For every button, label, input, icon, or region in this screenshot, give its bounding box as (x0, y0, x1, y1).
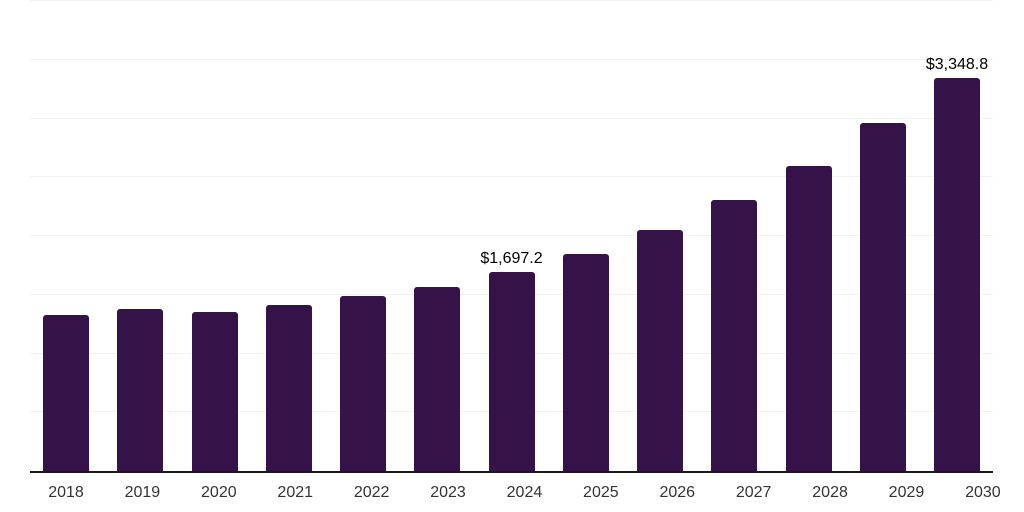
bar-2024 (488, 271, 535, 471)
bar-column-2022 (340, 1, 386, 471)
bar-2022 (340, 296, 386, 471)
bar-column-2024: $1,697.2 (480, 1, 543, 471)
x-tick-label-2029: 2029 (888, 484, 925, 501)
bar-2028 (785, 165, 832, 471)
x-tick-label-2023: 2023 (430, 484, 466, 501)
bar-2021 (265, 305, 312, 471)
bar-column-2030: $3,348.8 (926, 1, 988, 471)
gridline (30, 0, 993, 1)
x-tick-label-2030: 2030 (965, 484, 1001, 501)
bar-2020 (191, 312, 238, 471)
x-tick-label-2027: 2027 (735, 484, 772, 501)
bar-2019 (117, 309, 164, 471)
bar-column-2018 (43, 1, 89, 471)
gridline (30, 58, 993, 60)
gridline (30, 117, 993, 119)
bar-2030 (934, 77, 980, 471)
bar-2026 (637, 229, 683, 471)
bar-column-2019 (117, 1, 164, 471)
bar-column-2025 (562, 1, 609, 471)
plot-area: $1,697.2 $3,348.8 (30, 0, 993, 473)
x-tick-label-2024: 2024 (506, 484, 543, 501)
bar-column-2021 (265, 1, 312, 471)
bar-value-label-2024: $1,697.2 (480, 249, 543, 267)
x-tick-label-2018: 2018 (48, 484, 84, 501)
bar-2029 (859, 123, 906, 471)
bars: $1,697.2 $3,348.8 (30, 1, 993, 471)
bar-column-2026 (637, 1, 683, 471)
bar-column-2020 (191, 1, 238, 471)
bar-column-2027 (711, 1, 758, 471)
x-tick-label-2028: 2028 (812, 484, 848, 501)
x-tick-label-2020: 2020 (201, 484, 237, 501)
x-tick-label-2025: 2025 (583, 484, 619, 501)
x-tick-label-2019: 2019 (124, 484, 161, 501)
x-tick-label-2026: 2026 (659, 484, 696, 501)
x-tick-label-2021: 2021 (277, 484, 314, 501)
gridline (30, 235, 993, 236)
bar-column-2029 (859, 1, 906, 471)
bar-value-label-2030: $3,348.8 (925, 55, 989, 73)
bar-column-2023 (414, 1, 461, 471)
bar-2025 (562, 253, 609, 471)
bar-2023 (414, 286, 461, 471)
x-tick-label-2022: 2022 (353, 484, 390, 501)
gridline (30, 176, 993, 178)
bar-column-2028 (785, 1, 832, 471)
x-axis: 2018 2019 2020 2021 2022 2023 2024 2025 2026 2027… (30, 483, 1019, 507)
bar-2027 (711, 199, 758, 471)
bar-2018 (43, 315, 89, 471)
